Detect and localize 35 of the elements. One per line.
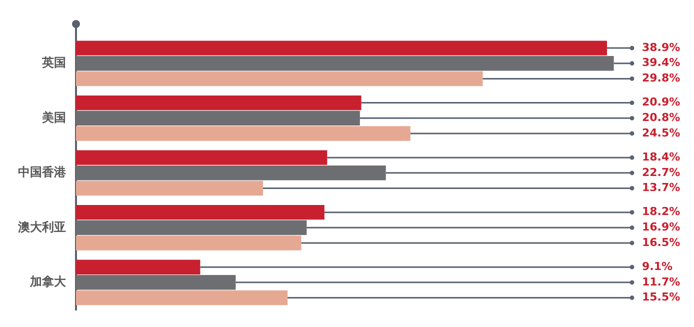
data-label: 38.9%: [642, 40, 680, 54]
bar: [76, 236, 302, 250]
bar: [76, 260, 200, 274]
bar: [76, 290, 288, 306]
data-label: 16.9%: [642, 220, 680, 234]
bar: [76, 71, 483, 86]
bar: [76, 95, 362, 110]
data-label: 16.5%: [642, 236, 680, 249]
y-tick-label: 英国: [41, 56, 66, 70]
y-tick-label: 澳大利亚: [17, 220, 66, 234]
bar: [76, 56, 614, 71]
bar: [76, 126, 410, 141]
bar: [76, 166, 386, 180]
data-label: 9.1%: [642, 260, 673, 273]
y-tick-label: 中国香港: [18, 165, 67, 180]
bar: [76, 150, 328, 165]
data-label: 18.4%: [642, 150, 680, 164]
data-label: 22.7%: [642, 166, 680, 179]
data-label: 20.9%: [642, 96, 680, 109]
data-label: 13.7%: [642, 181, 680, 194]
bar: [76, 220, 307, 236]
bar: [76, 204, 324, 220]
bar: [76, 40, 607, 56]
data-label: 24.5%: [642, 126, 680, 140]
bar: [76, 180, 264, 196]
data-label: 29.8%: [642, 72, 680, 85]
bar: [76, 110, 360, 126]
y-tick-label: 加拿大: [29, 274, 67, 289]
data-label: 39.4%: [642, 56, 680, 70]
data-label: 15.5%: [642, 290, 680, 304]
data-label: 20.8%: [642, 111, 680, 124]
data-label: 11.7%: [642, 275, 680, 288]
y-tick-label: 美国: [41, 110, 66, 124]
data-label: 18.2%: [642, 205, 680, 218]
bar: [76, 275, 236, 290]
